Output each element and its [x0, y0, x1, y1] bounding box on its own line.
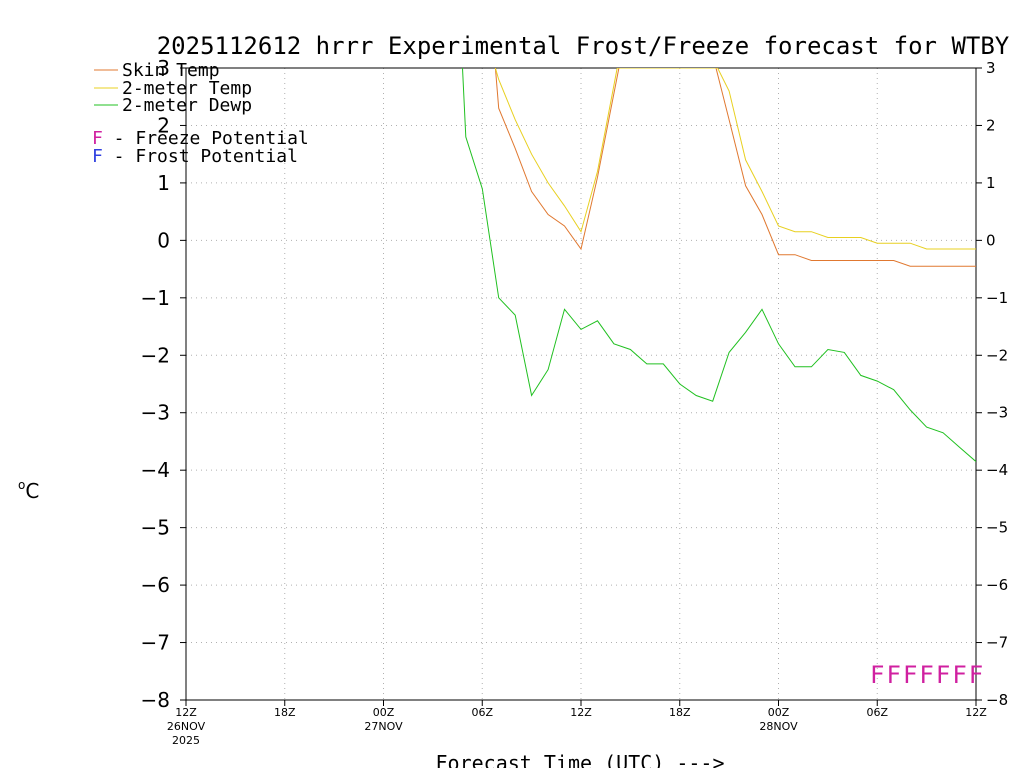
freeze-potential-legend: F - Freeze Potential — [92, 128, 309, 149]
series-line-skin-temp — [494, 68, 976, 267]
y-tick-label-right: −3 — [986, 404, 1008, 422]
y-tick-label-left: −2 — [141, 343, 170, 367]
grid-lines — [186, 68, 976, 700]
freeze-potential-mark: F — [969, 661, 983, 689]
y-tick-label-right: −2 — [986, 346, 1008, 364]
y-tick-label-right: 0 — [986, 231, 996, 249]
freeze-potential-letter: F — [92, 128, 103, 149]
series-lines — [462, 68, 976, 462]
y-tick-label-left: −1 — [141, 286, 170, 310]
y-tick-label-left: −5 — [141, 516, 170, 540]
y-axis-left: −8 −7 −6 −5 −4 −3 −2 −1 0 1 2 3 — [141, 56, 186, 712]
y-tick-label-right: 3 — [986, 59, 996, 77]
legend-label-2m-temp: 2-meter Temp — [122, 78, 252, 99]
chart-title: 2025112612 hrrr Experimental Frost/Freez… — [157, 32, 1010, 60]
frost-potential-legend: F - Frost Potential — [92, 146, 298, 167]
plot-frame — [185, 67, 977, 701]
x-tick-date: 27NOV — [364, 720, 403, 733]
x-tick-date: 26NOV — [167, 720, 206, 733]
y-tick-label-left: 2 — [157, 113, 170, 137]
y-tick-label-left: 0 — [157, 228, 170, 252]
y-tick-label-right: −1 — [986, 289, 1008, 307]
x-tick-label: 12Z — [175, 706, 197, 719]
frost-potential-text: - Frost Potential — [103, 146, 298, 167]
x-tick-year: 2025 — [172, 734, 200, 747]
y-tick-label-right: 1 — [986, 174, 996, 192]
y-tick-label-left: 1 — [157, 171, 170, 195]
y-axis-label-unit: C — [25, 479, 39, 503]
y-tick-label-right: −5 — [986, 519, 1008, 537]
y-tick-label-left: 3 — [157, 56, 170, 80]
freeze-potential-mark: F — [903, 661, 917, 689]
x-tick-label: 12Z — [965, 706, 987, 719]
legend-label-2m-dewp: 2-meter Dewp — [122, 95, 252, 116]
series-line-2-meter-dewp — [462, 68, 976, 462]
y-tick-label-right: −6 — [986, 576, 1008, 594]
freeze-potential-mark: F — [919, 661, 933, 689]
y-axis-label-degree: o — [18, 478, 25, 492]
x-tick-date: 28NOV — [759, 720, 798, 733]
y-axis-label: oC — [18, 478, 39, 503]
y-tick-label-left: −3 — [141, 401, 170, 425]
x-axis-label: Forecast Time (UTC) ---> — [436, 751, 725, 768]
y-tick-label-left: −4 — [141, 458, 170, 482]
x-tick-label: 06Z — [471, 706, 493, 719]
y-tick-label-right: −8 — [986, 691, 1008, 709]
legend: Skin Temp 2-meter Temp 2-meter Dewp F - … — [92, 60, 309, 167]
y-tick-label-right: −4 — [986, 461, 1008, 479]
y-tick-label-right: 2 — [986, 116, 996, 134]
freeze-potential-mark: F — [952, 661, 966, 689]
x-tick-label: 18Z — [274, 706, 296, 719]
x-tick-label: 00Z — [373, 706, 395, 719]
x-tick-label: 06Z — [866, 706, 888, 719]
series-line-2-meter-temp — [494, 68, 976, 250]
freeze-potential-text: - Freeze Potential — [103, 128, 309, 149]
x-tick-label: 12Z — [570, 706, 592, 719]
freeze-potential-mark: F — [936, 661, 950, 689]
y-tick-label-left: −8 — [141, 688, 170, 712]
freeze-potential-mark: F — [870, 661, 884, 689]
y-axis-right: −8 −7 −6 −5 −4 −3 −2 −1 0 1 2 3 — [976, 59, 1008, 709]
x-tick-label: 18Z — [669, 706, 691, 719]
x-tick-label: 00Z — [768, 706, 790, 719]
y-tick-label-left: −7 — [141, 631, 170, 655]
legend-label-skin-temp: Skin Temp — [122, 60, 220, 81]
y-tick-label-left: −6 — [141, 573, 170, 597]
y-tick-label-right: −7 — [986, 634, 1008, 652]
freeze-potential-mark: F — [886, 661, 900, 689]
frost-potential-letter: F — [92, 146, 103, 167]
